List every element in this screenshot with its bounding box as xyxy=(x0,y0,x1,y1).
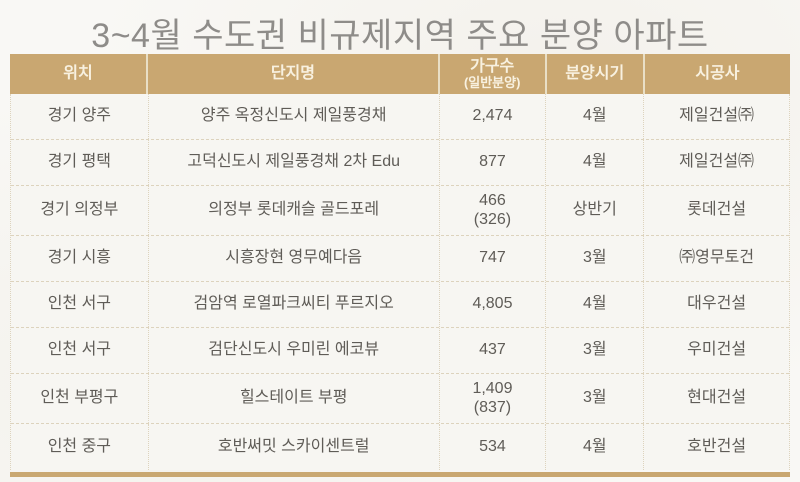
cell-period: 4월 xyxy=(546,282,645,327)
cell-complex: 검단신도시 우미린 에코뷰 xyxy=(149,328,440,373)
column-header-label: 분양시기 xyxy=(565,65,625,83)
column-header-units: 가구수 (일반분양) xyxy=(440,54,547,94)
cell-complex: 양주 옥정신도시 제일풍경채 xyxy=(149,94,440,139)
cell-units: 437 xyxy=(440,328,547,373)
cell-location: 인천 서구 xyxy=(11,282,149,327)
cell-units-main: 1,409 xyxy=(472,380,513,398)
cell-units-main: 747 xyxy=(479,249,506,267)
cell-location: 경기 양주 xyxy=(11,94,149,139)
cell-period: 3월 xyxy=(546,236,645,281)
table-body: 경기 양주 양주 옥정신도시 제일풍경채 2,474 4월 제일건설㈜ 경기 평… xyxy=(10,94,790,470)
cell-units-main: 466 xyxy=(479,192,506,210)
page-title: 3~4월 수도권 비규제지역 주요 분양 아파트 xyxy=(91,17,709,55)
cell-period: 4월 xyxy=(546,424,645,470)
apartment-table: 위치 단지명 가구수 (일반분양) 분양시기 시공사 경기 양주 양주 옥정신도시… xyxy=(10,54,790,470)
column-header-label: 시공사 xyxy=(695,65,740,83)
table-row: 인천 중구 호반써밋 스카이센트럴 534 4월 호반건설 xyxy=(11,424,789,470)
cell-location: 인천 부평구 xyxy=(11,374,149,423)
cell-units: 747 xyxy=(440,236,547,281)
cell-builder: 제일건설㈜ xyxy=(679,153,755,171)
cell-units-sub: (326) xyxy=(473,210,512,228)
cell-units-main: 4,805 xyxy=(472,295,513,313)
table-row: 경기 평택 고덕신도시 제일풍경채 2차 Edu 877 4월 제일건설㈜ xyxy=(11,140,789,186)
cell-builder: ㈜영무토건 xyxy=(679,249,755,267)
cell-period: 3월 xyxy=(546,374,645,423)
cell-complex: 의정부 롯데캐슬 골드포레 xyxy=(149,186,440,235)
cell-complex: 힐스테이트 부평 xyxy=(149,374,440,423)
cell-builder: 롯데건설 xyxy=(687,201,747,219)
cell-builder: 호반건설 xyxy=(687,437,747,455)
cell-units: 1,409 (837) xyxy=(440,374,547,423)
cell-location: 인천 중구 xyxy=(11,424,149,470)
cell-location: 경기 시흥 xyxy=(11,236,149,281)
cell-complex: 호반써밋 스카이센트럴 xyxy=(149,424,440,470)
column-header-complex: 단지명 xyxy=(148,54,440,94)
cell-period: 4월 xyxy=(546,140,645,185)
cell-location: 인천 서구 xyxy=(11,328,149,373)
cell-builder: 우미건설 xyxy=(687,341,747,359)
column-header-sublabel: (일반분양) xyxy=(463,74,521,90)
cell-period: 3월 xyxy=(546,328,645,373)
cell-builder: 대우건설 xyxy=(687,295,747,313)
cell-units-main: 437 xyxy=(479,341,506,359)
table-row: 인천 서구 검단신도시 우미린 에코뷰 437 3월 우미건설 xyxy=(11,328,789,374)
table-row: 경기 의정부 의정부 롯데캐슬 골드포레 466 (326) 상반기 롯데건설 xyxy=(11,186,789,236)
table-row: 경기 양주 양주 옥정신도시 제일풍경채 2,474 4월 제일건설㈜ xyxy=(11,94,789,140)
column-header-label: 단지명 xyxy=(270,65,315,83)
cell-builder: 제일건설㈜ xyxy=(679,107,755,125)
cell-units: 466 (326) xyxy=(440,186,547,235)
cell-units: 534 xyxy=(440,424,547,470)
table-header-row: 위치 단지명 가구수 (일반분양) 분양시기 시공사 xyxy=(10,54,790,94)
cell-complex: 검암역 로열파크씨티 푸르지오 xyxy=(149,282,440,327)
table-row: 경기 시흥 시흥장현 영무예다음 747 3월 ㈜영무토건 xyxy=(11,236,789,282)
table-row: 인천 서구 검암역 로열파크씨티 푸르지오 4,805 4월 대우건설 xyxy=(11,282,789,328)
column-header-period: 분양시기 xyxy=(547,54,645,94)
cell-units-main: 2,474 xyxy=(472,107,513,125)
cell-units-main: 534 xyxy=(479,437,506,455)
cell-units: 877 xyxy=(440,140,547,185)
cell-builder: 현대건설 xyxy=(687,389,747,407)
cell-location: 경기 평택 xyxy=(11,140,149,185)
column-header-location: 위치 xyxy=(10,54,149,94)
cell-period: 4월 xyxy=(546,94,645,139)
column-header-label: 위치 xyxy=(63,65,93,83)
cell-units-main: 877 xyxy=(479,153,506,171)
cell-location: 경기 의정부 xyxy=(11,186,149,235)
table-bottom-accent-bar xyxy=(10,472,790,477)
cell-period: 상반기 xyxy=(546,186,645,235)
cell-complex: 고덕신도시 제일풍경채 2차 Edu xyxy=(149,140,440,185)
table-row: 인천 부평구 힐스테이트 부평 1,409 (837) 3월 현대건설 xyxy=(11,374,789,424)
cell-units: 4,805 xyxy=(440,282,547,327)
cell-complex: 시흥장현 영무예다음 xyxy=(149,236,440,281)
cell-units-sub: (837) xyxy=(473,398,512,416)
column-header-label: 가구수 xyxy=(470,58,515,76)
cell-units: 2,474 xyxy=(440,94,547,139)
column-header-builder: 시공사 xyxy=(645,54,790,94)
